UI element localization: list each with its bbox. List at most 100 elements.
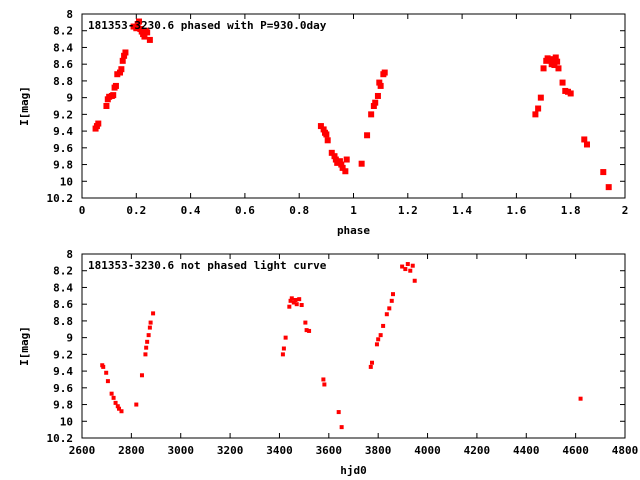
- y-tick-label: 8.4: [53, 281, 73, 294]
- data-point: [320, 126, 327, 133]
- data-point: [328, 149, 335, 156]
- data-point: [121, 52, 128, 59]
- data-point: [294, 302, 299, 307]
- data-point: [376, 337, 381, 342]
- data-point: [297, 297, 302, 302]
- data-point: [368, 364, 373, 369]
- data-point: [384, 312, 389, 317]
- x-tick-label: 3200: [217, 444, 244, 457]
- data-point: [545, 57, 552, 63]
- y-tick-label: 9: [66, 332, 73, 345]
- x-tick-label: 1.2: [398, 204, 418, 217]
- x-axis-label: hjd0: [340, 464, 367, 477]
- x-tick-label: 0.8: [289, 204, 309, 217]
- data-point: [378, 333, 383, 338]
- data-point: [113, 400, 118, 405]
- data-point: [283, 335, 288, 340]
- data-point: [535, 105, 542, 112]
- x-tick-label: 0.2: [126, 204, 146, 217]
- data-point: [147, 325, 152, 330]
- data-point: [119, 409, 124, 414]
- data-point: [105, 379, 110, 384]
- data-point: [299, 303, 304, 308]
- chart-1: 0 0.2 0.4 0.6 0.8 1 1.2 1.4 1.6 1.8 2 8 8.2 8.4 8.6 8.8…: [18, 8, 628, 237]
- data-point: [103, 103, 110, 109]
- data-point: [118, 66, 125, 73]
- y-tick-label: 8.2: [53, 265, 73, 278]
- data-point: [109, 391, 114, 396]
- y-tick-label: 9.4: [53, 365, 73, 378]
- x-tick-label: 1.8: [561, 204, 581, 217]
- x-tick-label: 0.4: [181, 204, 201, 217]
- data-point: [331, 153, 338, 160]
- data-point: [317, 123, 324, 130]
- series-1: [100, 262, 583, 430]
- data-point: [390, 292, 395, 297]
- data-point: [280, 352, 285, 357]
- data-point: [151, 311, 156, 316]
- data-point: [408, 268, 413, 273]
- data-point: [144, 345, 149, 350]
- data-point: [381, 323, 386, 328]
- data-point: [293, 298, 298, 302]
- y-tick-label: 8.6: [53, 58, 73, 71]
- x-tick-label: 3800: [365, 444, 392, 457]
- data-point: [342, 168, 349, 175]
- data-point: [136, 18, 143, 25]
- x-tick-label: 4200: [464, 444, 491, 457]
- data-point: [307, 328, 312, 333]
- y-tick-label: 8.4: [53, 41, 73, 54]
- x-tick-label: 2: [622, 204, 629, 217]
- data-point: [134, 402, 139, 407]
- data-point: [146, 333, 151, 338]
- data-point: [364, 132, 371, 139]
- y-tick-label: 8.8: [53, 75, 73, 88]
- y-tick-label: 9: [66, 92, 73, 105]
- data-point: [101, 364, 106, 369]
- y-tick-label: 8.8: [53, 315, 73, 328]
- data-point: [358, 160, 365, 167]
- y-tick-label: 8.2: [53, 25, 73, 38]
- y-tick-label: 8.6: [53, 298, 73, 311]
- data-point: [324, 137, 331, 144]
- x-tick-label: 2600: [69, 444, 96, 457]
- data-point: [336, 410, 341, 415]
- data-point: [377, 82, 384, 89]
- data-point: [343, 156, 350, 163]
- data-point: [139, 373, 144, 378]
- data-point: [95, 120, 102, 127]
- data-point: [405, 262, 410, 267]
- data-point: [381, 69, 388, 76]
- data-point: [289, 296, 294, 301]
- x-tick-label: 4400: [513, 444, 540, 457]
- data-point: [110, 92, 117, 99]
- data-point: [537, 94, 544, 101]
- y-tick-label: 10: [60, 415, 73, 428]
- y-tick-label: 9.4: [53, 125, 73, 138]
- data-point: [115, 404, 120, 409]
- data-point: [332, 156, 339, 163]
- data-point: [143, 352, 148, 357]
- data-point: [374, 92, 381, 99]
- data-point: [104, 370, 109, 375]
- data-point: [403, 267, 408, 272]
- data-point: [336, 158, 343, 165]
- data-point: [555, 65, 562, 72]
- x-tick-label: 1.4: [452, 204, 472, 217]
- x-tick-label: 4000: [414, 444, 441, 457]
- y-tick-label: 10.2: [47, 192, 74, 205]
- x-tick-label: 1: [350, 204, 357, 217]
- data-point: [376, 79, 383, 86]
- data-point: [303, 320, 308, 325]
- data-point: [578, 396, 583, 401]
- data-point: [322, 382, 327, 387]
- y-axis-label: I[mag]: [18, 86, 31, 126]
- x-tick-label: 0: [79, 204, 86, 217]
- data-point: [554, 58, 561, 65]
- data-point: [581, 136, 588, 143]
- data-point: [141, 33, 148, 40]
- data-point: [323, 131, 330, 138]
- data-point: [370, 360, 375, 365]
